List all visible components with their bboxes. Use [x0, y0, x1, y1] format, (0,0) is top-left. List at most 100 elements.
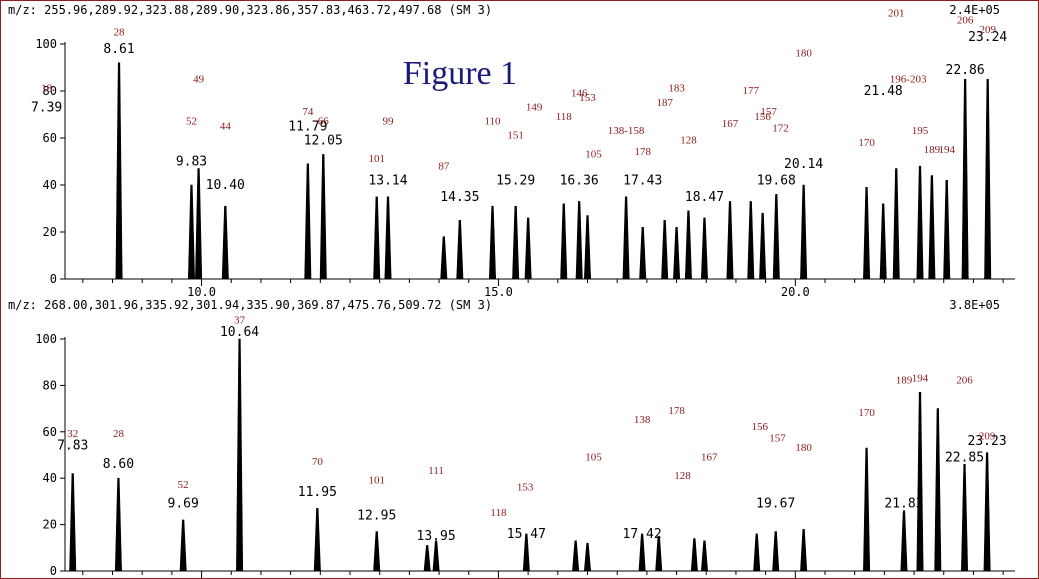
panel1-congener-label: 49	[193, 73, 205, 85]
panel2-congener-label: 118	[490, 507, 507, 519]
panel1-congener-label: 195	[912, 125, 929, 137]
panel2-peak	[800, 528, 808, 572]
panel2-congener-label: 153	[517, 481, 534, 493]
panel1-congener-label: 52	[186, 116, 197, 128]
panel1-congener-label: 99	[383, 116, 395, 128]
panel1-x-tick-label: 15.0	[484, 285, 513, 299]
panel1-peak	[512, 205, 520, 280]
panel2-y-tick-label: 20	[43, 518, 57, 532]
panel1-x-tick-label: 10.0	[187, 285, 216, 299]
panel1-peak	[673, 227, 681, 280]
panel2-scale-label: 3.8E+05	[949, 298, 1000, 312]
panel1-retention-label: 23.24	[968, 30, 1007, 45]
panel1-congener-label: 146	[571, 87, 588, 99]
panel2-congener-label: 101	[368, 474, 385, 486]
panel1-peak	[373, 196, 381, 280]
panel1-congener-label: 177	[743, 85, 760, 97]
panel2-congener-label: 156	[751, 421, 768, 433]
panel2-congener-label: 206	[956, 375, 973, 387]
panel1-retention-label: 13.14	[368, 173, 407, 188]
panel1-congener-label: 201	[888, 8, 905, 20]
panel1-congener-label: 105	[585, 149, 602, 161]
panel2-peak	[572, 540, 580, 572]
panel2-y-tick-label: 80	[43, 378, 57, 392]
panel1-congener-label: 157	[760, 106, 777, 118]
panel1-peak	[726, 201, 734, 280]
panel1-retention-label: 19.68	[757, 173, 796, 188]
panel1-y-tick-label: 0	[50, 272, 57, 286]
panel1-peak	[661, 219, 669, 280]
panel1-retention-label: 10.40	[206, 178, 245, 193]
panel1-peak	[304, 163, 312, 280]
panel1-retention-label: 17.43	[623, 173, 662, 188]
panel1-y-tick-label: 80	[43, 84, 57, 98]
panel2-peak	[863, 447, 871, 572]
panel1-congener-label: 167	[722, 118, 739, 130]
panel2-congener-label: 105	[585, 451, 602, 463]
panel1-y-tick-label: 100	[35, 37, 57, 51]
panel2-peak	[983, 452, 991, 572]
panel2-retention-label: 23.23	[968, 434, 1007, 449]
panel1-peak	[684, 210, 692, 280]
panel2-retention-label: 10.64	[220, 325, 259, 340]
panel1-retention-label: 8.61	[103, 42, 134, 57]
panel1-peak	[863, 187, 871, 280]
panel1-peak	[943, 180, 951, 280]
panel1-peak	[879, 203, 887, 280]
panel1-congener-label: 118	[556, 111, 573, 123]
panel1-congener-label: 206	[957, 15, 974, 27]
panel1-peak	[195, 168, 203, 280]
panel2-retention-label: 22.85	[945, 450, 984, 465]
panel1-peak	[575, 201, 583, 280]
panel1-peak	[560, 203, 568, 280]
panel1-congener-label: 196-203	[890, 73, 927, 85]
panel2-peak	[179, 519, 187, 572]
panel1-retention-label: 15.29	[496, 173, 535, 188]
panel2-congener-label: 180	[795, 442, 812, 454]
panel1-x-tick-label: 20.0	[781, 285, 810, 299]
panel1-congener-label: 194	[938, 144, 955, 156]
panel2-congener-label: 32	[67, 428, 78, 440]
panel1-scale-label: 2.4E+05	[949, 3, 1000, 17]
panel1-congener-label: 153	[579, 92, 596, 104]
panel1-retention-label: 14.35	[440, 190, 479, 205]
panel1-congener-label: 189	[924, 144, 941, 156]
panel1-retention-label: 11.79	[288, 119, 327, 134]
panel1-peak	[984, 78, 992, 280]
panel2-congener-label: 28	[113, 428, 125, 440]
panel2-congener-label: 157	[769, 433, 786, 445]
panel1-congener-label: 74	[302, 106, 314, 118]
panel1-peak	[800, 184, 808, 280]
panel1-congener-label: 172	[772, 123, 789, 135]
panel1-peak	[916, 165, 924, 280]
panel2-peak	[522, 533, 530, 572]
panel2-y-tick-label: 0	[50, 564, 57, 578]
panel1-congener-label: 170	[858, 137, 875, 149]
panel1-y-tick-label: 20	[43, 225, 57, 239]
panel1-congener-label: 44	[220, 120, 232, 132]
panel2-peak	[690, 538, 698, 572]
panel1-congener-label: 180	[795, 47, 812, 59]
panel2-peak	[772, 531, 780, 572]
panel1-congener-label: 66	[318, 116, 330, 128]
panel1-peak	[700, 217, 708, 280]
panel2-peak	[69, 473, 77, 572]
panel1-retention-label: 20.14	[784, 157, 823, 172]
panel2-peak	[753, 533, 761, 572]
panel1-retention-label: 7.39	[31, 101, 62, 116]
panel1-congener-label: 101	[368, 153, 385, 165]
panel1-congener-label: 138-158	[608, 125, 645, 137]
panel2-retention-label: 9.69	[168, 497, 199, 512]
panel1-peak	[319, 154, 327, 280]
panel2-congener-label: 194	[912, 372, 929, 384]
panel1-retention-label: 18.47	[685, 190, 724, 205]
figure-title: Figure 1	[403, 55, 517, 92]
panel1-y-tick-label: 60	[43, 131, 57, 145]
panel2-peak	[961, 463, 969, 572]
panel2-retention-label: 12.95	[357, 508, 396, 523]
panel2-retention-label: 13.95	[417, 529, 456, 544]
panel2-peak	[583, 542, 592, 572]
panel1-peak	[928, 175, 936, 280]
panel2-y-tick-label: 100	[35, 332, 57, 346]
panel2-peak	[700, 540, 708, 572]
